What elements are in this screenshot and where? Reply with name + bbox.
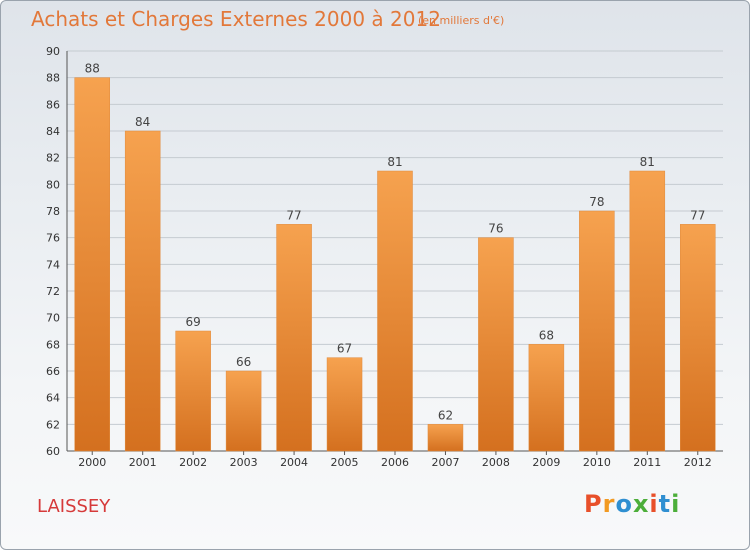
bar-value-label: 76 xyxy=(488,222,503,236)
bar-2006 xyxy=(377,170,413,452)
y-tick-label: 86 xyxy=(46,98,60,111)
logo-letter: x xyxy=(632,490,650,518)
bar-2002 xyxy=(175,330,211,452)
bar-value-label: 78 xyxy=(589,195,604,209)
y-tick-label: 88 xyxy=(46,72,60,85)
bar-value-label: 77 xyxy=(286,208,301,222)
bar-2009 xyxy=(528,344,565,452)
y-tick-label: 90 xyxy=(46,45,60,58)
y-tick-label: 68 xyxy=(46,338,60,351)
bar-2012 xyxy=(680,224,716,452)
place-name: LAISSEY xyxy=(37,496,111,517)
bar-value-label: 68 xyxy=(539,328,554,342)
x-tick-label: 2008 xyxy=(482,456,510,469)
logo-letter: P xyxy=(584,490,603,518)
bar-value-label: 81 xyxy=(387,155,402,169)
y-tick-label: 82 xyxy=(46,152,60,165)
y-tick-label: 72 xyxy=(46,285,60,298)
x-tick-label: 2012 xyxy=(684,456,712,469)
x-tick-label: 2003 xyxy=(230,456,258,469)
bar-value-label: 81 xyxy=(640,155,655,169)
x-tick-label: 2006 xyxy=(381,456,409,469)
y-tick-label: 66 xyxy=(46,365,60,378)
x-tick-label: 2011 xyxy=(633,456,661,469)
proxiti-logo[interactable]: Proxiti xyxy=(584,490,680,518)
y-tick-label: 64 xyxy=(46,392,60,405)
bar-2000 xyxy=(74,77,110,452)
bar-2001 xyxy=(124,130,161,452)
y-tick-label: 76 xyxy=(46,232,60,245)
logo-letter: i xyxy=(649,490,659,518)
y-tick-label: 84 xyxy=(46,125,60,138)
logo-letter: t xyxy=(658,490,672,518)
y-tick-label: 62 xyxy=(46,418,60,431)
x-tick-label: 2004 xyxy=(280,456,308,469)
bar-2007 xyxy=(427,424,464,452)
x-tick-label: 2005 xyxy=(331,456,359,469)
logo-letter: r xyxy=(602,490,616,518)
y-tick-label: 74 xyxy=(46,258,60,271)
bar-value-label: 77 xyxy=(690,208,705,222)
bar-value-label: 67 xyxy=(337,342,352,356)
y-tick-label: 60 xyxy=(46,445,60,458)
y-tick-label: 70 xyxy=(46,312,60,325)
chart-subtitle: (en milliers d'€) xyxy=(418,14,505,27)
x-tick-label: 2002 xyxy=(179,456,207,469)
chart-title: Achats et Charges Externes 2000 à 2012 xyxy=(31,7,441,31)
bar-2010 xyxy=(579,210,615,452)
bar-2011 xyxy=(629,170,666,452)
logo-letter: i xyxy=(671,490,681,518)
y-tick-label: 80 xyxy=(46,178,60,191)
bar-value-label: 66 xyxy=(236,355,251,369)
x-tick-label: 2009 xyxy=(532,456,560,469)
x-tick-label: 2000 xyxy=(78,456,106,469)
bar-2005 xyxy=(326,357,363,452)
bar-value-label: 84 xyxy=(135,115,150,129)
bar-value-label: 69 xyxy=(186,315,201,329)
bar-2004 xyxy=(276,224,312,452)
bar-value-label: 62 xyxy=(438,408,453,422)
y-tick-label: 78 xyxy=(46,205,60,218)
bar-2008 xyxy=(478,237,514,452)
x-tick-label: 2010 xyxy=(583,456,611,469)
x-tick-label: 2001 xyxy=(129,456,157,469)
bar-2003 xyxy=(225,370,262,452)
bar-value-label: 88 xyxy=(85,62,100,76)
logo-letter: o xyxy=(615,490,633,518)
x-tick-label: 2007 xyxy=(431,456,459,469)
